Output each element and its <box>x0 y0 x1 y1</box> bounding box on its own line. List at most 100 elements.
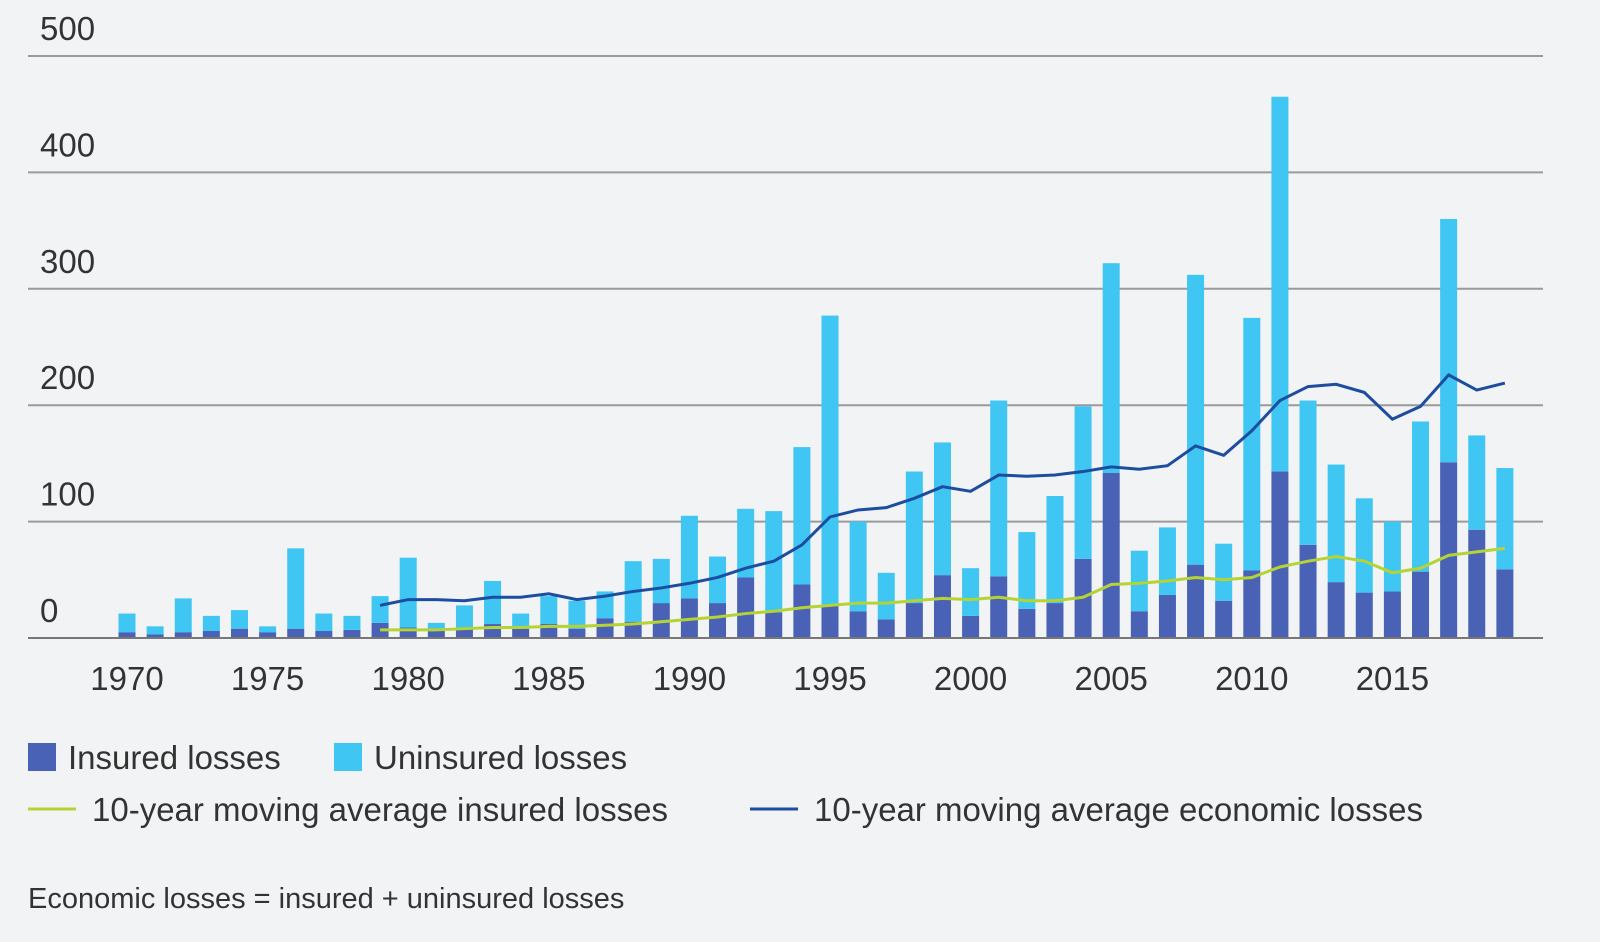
x-tick-label: 2005 <box>1074 660 1147 697</box>
bar-segment <box>1468 529 1486 638</box>
bar-segment <box>933 575 951 638</box>
bar-segment <box>174 632 192 638</box>
bar-segment <box>849 521 867 612</box>
line <box>379 373 1506 607</box>
bar-segment <box>596 618 614 638</box>
y-tick-label: 0 <box>40 592 58 629</box>
bar-segment <box>1102 263 1120 473</box>
bar-segment <box>427 622 445 632</box>
bar-segment <box>568 628 586 638</box>
bar-segment <box>962 568 980 616</box>
y-tick-label: 100 <box>40 476 95 513</box>
bar-segment <box>737 508 755 578</box>
bar-segment <box>1496 468 1514 570</box>
bar-segment <box>455 628 473 638</box>
bar-segment <box>877 572 895 620</box>
bar-segment <box>202 615 220 632</box>
bar-segment <box>118 632 136 638</box>
bar-segment <box>652 558 670 604</box>
bar-segment <box>1018 532 1036 609</box>
bar-segment <box>737 577 755 638</box>
bar-segment <box>1271 96 1289 472</box>
bar-segment <box>1327 582 1345 638</box>
bar-segment <box>1215 543 1233 601</box>
line <box>380 546 1506 632</box>
bar-segment <box>1355 498 1373 593</box>
bar-segment <box>905 603 923 638</box>
y-tick-label: 500 <box>40 10 95 47</box>
bar-segment <box>849 611 867 638</box>
bar-segment <box>1468 435 1486 530</box>
bar-segment <box>1383 521 1401 592</box>
bar-segment <box>427 631 445 638</box>
bar-segment <box>624 621 642 638</box>
bar-segment <box>399 627 417 638</box>
bar-segment <box>1440 218 1458 463</box>
bar-segment <box>709 556 727 604</box>
bar-segment <box>230 610 248 629</box>
bar-segment <box>343 629 361 638</box>
bar-segment <box>174 598 192 633</box>
bar-segment <box>512 613 530 629</box>
bar-segment <box>1158 594 1176 638</box>
x-tick-label: 2000 <box>934 660 1007 697</box>
bar-segment <box>315 631 333 638</box>
bar-segment <box>1412 421 1430 572</box>
bar-segment <box>568 600 586 629</box>
x-tick-label: 1985 <box>512 660 585 697</box>
x-tick-label: 1990 <box>653 660 726 697</box>
bar-segment <box>230 628 248 638</box>
bar-segment <box>1130 550 1148 612</box>
bar-segment <box>1130 611 1148 638</box>
bar-segment <box>793 447 811 585</box>
x-tick-label: 1980 <box>371 660 444 697</box>
bar-segment <box>933 442 951 576</box>
bar-segment <box>821 605 839 638</box>
legend-swatch <box>28 743 56 771</box>
bar-segment <box>1496 569 1514 638</box>
bar-segment <box>371 596 389 623</box>
bar-segment <box>146 634 164 638</box>
bar-segment <box>399 557 417 628</box>
legend-label: 10-year moving average insured losses <box>92 791 668 828</box>
bar-segment <box>821 315 839 606</box>
bar-segment <box>1299 400 1317 545</box>
bar-segment <box>512 628 530 638</box>
bar-segment <box>540 596 558 625</box>
legend-label: Insured losses <box>68 739 281 776</box>
bar-segment <box>202 631 220 638</box>
y-tick-label: 300 <box>40 243 95 280</box>
bar-segment <box>793 584 811 638</box>
bar-segment <box>1440 462 1458 638</box>
bar-segment <box>455 605 473 629</box>
x-tick-label: 2015 <box>1356 660 1429 697</box>
bar-segment <box>1018 608 1036 638</box>
y-tick-label: 200 <box>40 359 95 396</box>
y-tick-label: 400 <box>40 126 95 163</box>
bar-segment <box>1187 564 1205 638</box>
bar-segment <box>1187 274 1205 565</box>
legend-label: Uninsured losses <box>374 739 627 776</box>
bar-segment <box>1158 527 1176 595</box>
bar-segment <box>765 612 783 638</box>
bar-segment <box>1383 591 1401 638</box>
bar-segment <box>484 580 502 625</box>
x-tick-label: 1995 <box>793 660 866 697</box>
bar-segment <box>287 628 305 638</box>
bar-segment <box>343 615 361 630</box>
bar-segment <box>287 548 305 629</box>
note: Economic losses = insured + uninsured lo… <box>28 883 624 915</box>
x-tick-label: 2010 <box>1215 660 1288 697</box>
bar-segment <box>118 613 136 633</box>
bar-segment <box>1243 317 1261 571</box>
bar-segment <box>1215 600 1233 638</box>
x-tick-label: 1975 <box>231 660 304 697</box>
bar-segment <box>709 603 727 638</box>
bar-segment <box>1074 406 1092 559</box>
bar-segment <box>1102 472 1120 638</box>
bar-segment <box>680 515 698 599</box>
bar-segment <box>259 632 277 638</box>
bar-segment <box>990 576 1008 638</box>
legend-swatch <box>334 743 362 771</box>
